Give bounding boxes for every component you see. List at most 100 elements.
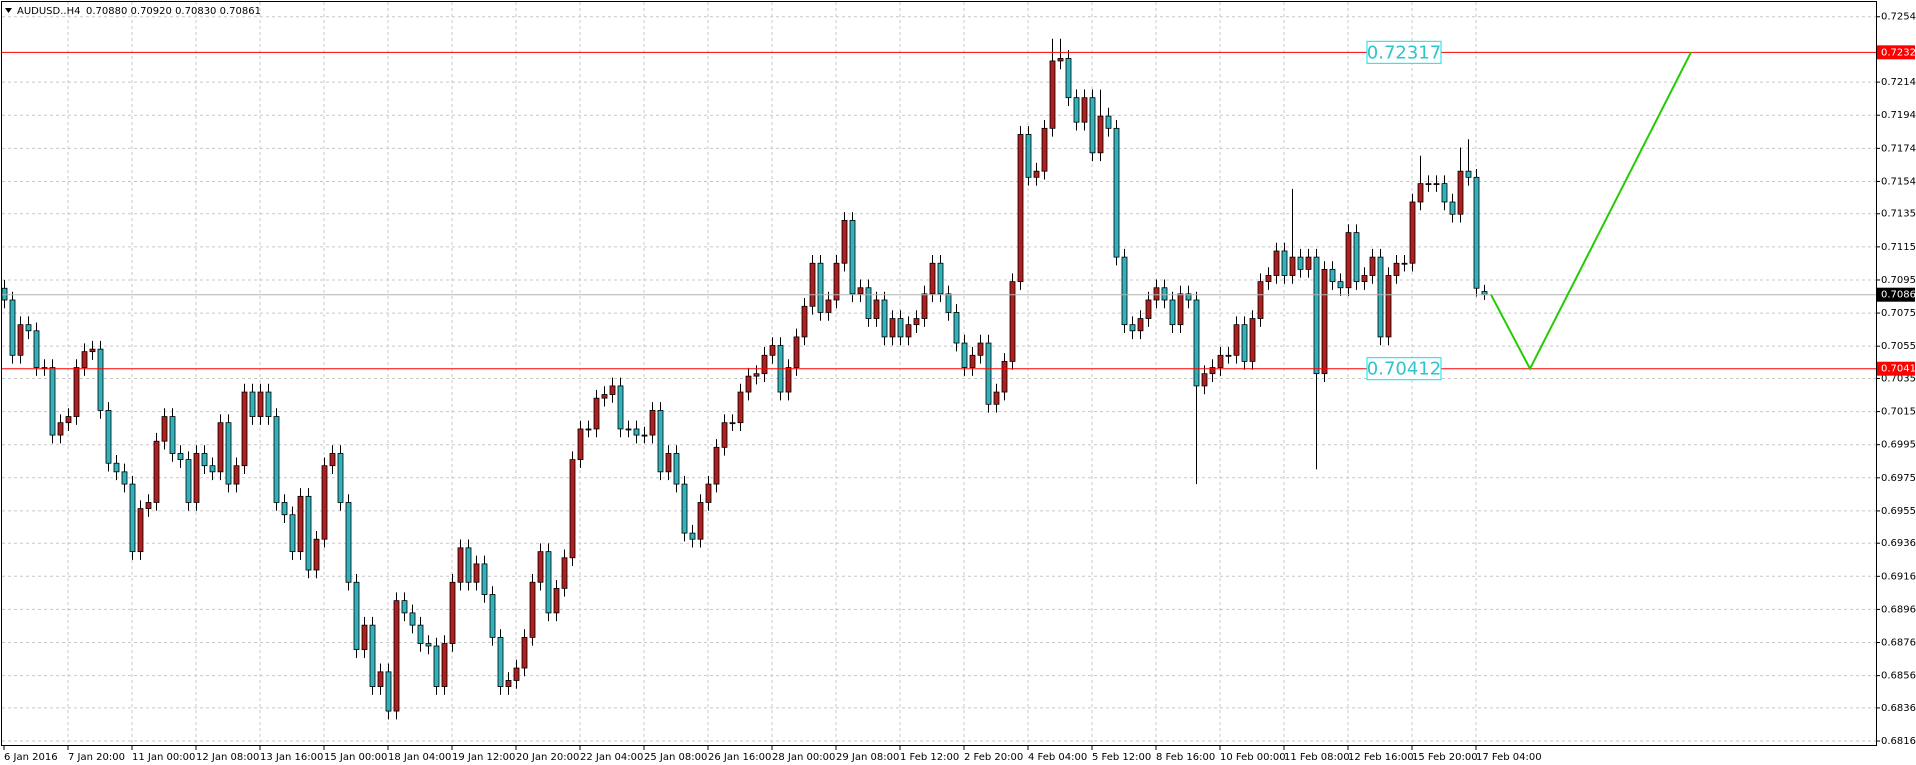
- candle-body: [1393, 262, 1400, 276]
- symbol-menu-icon[interactable]: [5, 8, 12, 13]
- current-price-label: 0.70861: [1881, 290, 1916, 301]
- candle-body: [841, 219, 848, 264]
- candle-body: [449, 581, 456, 644]
- candle-body: [905, 324, 912, 338]
- candle-body: [721, 422, 728, 448]
- candle-body: [729, 422, 736, 425]
- x-tick-label: 22 Jan 04:00: [580, 752, 643, 763]
- level-note-box: [1366, 357, 1442, 381]
- candle-body: [1, 287, 8, 301]
- y-tick-label: 0.71745: [1881, 143, 1916, 154]
- candle-body: [1233, 324, 1240, 356]
- candle-body: [649, 410, 656, 436]
- candle-body: [1273, 250, 1280, 276]
- x-tick-label: 11 Jan 00:00: [132, 752, 195, 763]
- candle-body: [761, 354, 768, 375]
- candle-body: [609, 385, 616, 395]
- x-tick-label: 15 Feb 20:00: [1412, 752, 1478, 763]
- candle-body: [1001, 361, 1008, 393]
- x-tick-label: 2 Feb 20:00: [964, 752, 1023, 763]
- candle-body: [1033, 170, 1040, 178]
- candle-body: [1065, 58, 1072, 99]
- candle-body: [1385, 275, 1392, 338]
- candle-body: [153, 440, 160, 503]
- candle-body: [1009, 281, 1016, 362]
- candle-body: [881, 299, 888, 338]
- candle-body: [273, 416, 280, 503]
- y-tick-label: 0.72145: [1881, 77, 1916, 88]
- candle-body: [1417, 183, 1424, 203]
- candle-body: [921, 293, 928, 319]
- x-tick-label: 28 Jan 00:00: [772, 752, 835, 763]
- candle-body: [369, 624, 376, 687]
- candle-body: [561, 557, 568, 589]
- candle-body: [1097, 115, 1104, 154]
- candle-body: [1409, 201, 1416, 264]
- candle-body: [201, 453, 208, 467]
- candle-body: [1369, 256, 1376, 276]
- candle-body: [361, 624, 368, 651]
- candle-body: [121, 471, 128, 485]
- candle-body: [1473, 176, 1480, 289]
- candle-body: [169, 416, 176, 454]
- candle-body: [97, 348, 104, 411]
- candle-body: [185, 459, 192, 503]
- x-tick-label: 18 Jan 04:00: [388, 752, 451, 763]
- y-tick-label: 0.70155: [1881, 407, 1916, 418]
- plot-frame: [1, 1, 1877, 746]
- candle-body: [1289, 256, 1296, 276]
- candle-body: [1241, 324, 1248, 362]
- candle-body: [305, 495, 312, 571]
- x-tick-label: 4 Feb 04:00: [1028, 752, 1087, 763]
- candle-body: [161, 416, 168, 442]
- candle-body: [1457, 170, 1464, 215]
- candle-body: [1137, 318, 1144, 332]
- candle-body: [1305, 256, 1312, 270]
- candle-body: [217, 422, 224, 473]
- candle-body: [193, 453, 200, 503]
- candle-body: [17, 324, 24, 356]
- y-tick-label: 0.68365: [1881, 703, 1916, 714]
- ohlc-text: 0.70880 0.70920 0.70830 0.70861: [86, 6, 261, 17]
- x-tick-label: 11 Feb 08:00: [1284, 752, 1350, 763]
- candle-body: [137, 508, 144, 553]
- x-tick-label: 8 Feb 16:00: [1156, 752, 1215, 763]
- candle-body: [57, 422, 64, 436]
- candle-body: [505, 680, 512, 687]
- candle-body: [1329, 268, 1336, 283]
- x-tick-label: 25 Jan 08:00: [644, 752, 707, 763]
- level-badge: [1877, 361, 1915, 376]
- candle-body: [129, 483, 136, 553]
- candle-body: [377, 671, 384, 687]
- level-note-box: [1366, 40, 1442, 64]
- candle-body: [1185, 293, 1192, 301]
- candle-body: [913, 318, 920, 326]
- candle-body: [929, 262, 936, 295]
- candle-body: [1449, 201, 1456, 215]
- candle-body: [857, 287, 864, 295]
- candle-body: [545, 551, 552, 614]
- candle-body: [1041, 127, 1048, 172]
- candle-body: [801, 305, 808, 338]
- candle-body: [985, 342, 992, 405]
- y-tick-label: 0.68165: [1881, 736, 1916, 747]
- x-tick-label: 1 Feb 12:00: [900, 752, 959, 763]
- candle-body: [1337, 281, 1344, 289]
- candle-body: [401, 600, 408, 614]
- candle-body: [1377, 256, 1384, 338]
- candle-body: [297, 495, 304, 553]
- level-note: 0.72317: [1367, 42, 1441, 63]
- overlay: 0.70861 0.72325 0.72317 0.70414 0.70412: [2, 40, 1916, 381]
- candle-body: [625, 428, 632, 431]
- candle-body: [817, 262, 824, 313]
- candle-body: [1121, 256, 1128, 326]
- candle-body: [289, 514, 296, 553]
- candle-body: [1433, 183, 1440, 186]
- candle-body: [737, 391, 744, 424]
- candle-body: [353, 581, 360, 651]
- candle-body: [865, 287, 872, 319]
